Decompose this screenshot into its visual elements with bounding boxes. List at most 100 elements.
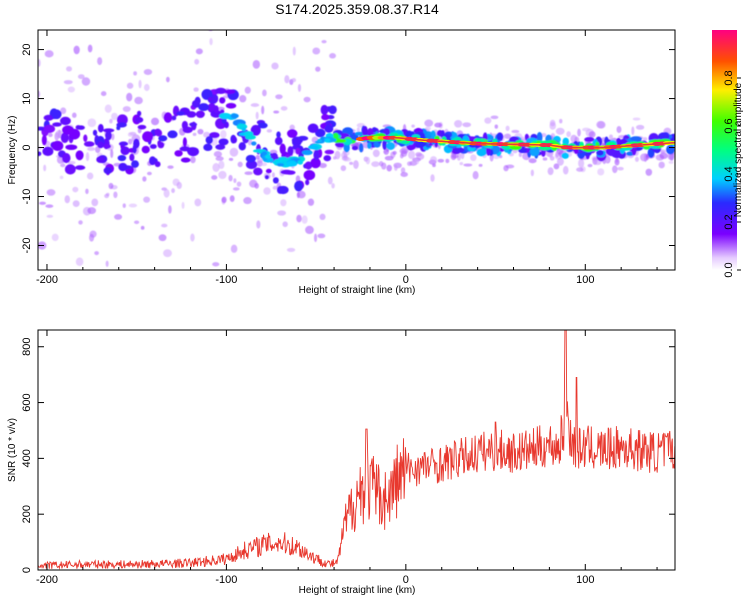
spectrogram-cell bbox=[358, 143, 364, 153]
spectrogram-cell bbox=[541, 148, 546, 157]
spectrogram-speckle bbox=[528, 158, 537, 164]
spectrogram-cell bbox=[324, 149, 335, 155]
spectrogram-speckle bbox=[271, 172, 275, 178]
spectrogram-speckle bbox=[64, 195, 71, 204]
x-tick-label: 100 bbox=[576, 574, 594, 586]
spectrogram-cell bbox=[157, 141, 165, 149]
spectrogram-speckle bbox=[142, 176, 147, 182]
snr-x-axis-label: Height of straight line (km) bbox=[299, 585, 416, 596]
spectrogram-cell bbox=[182, 137, 187, 147]
spectrogram-cell bbox=[209, 132, 220, 139]
spectrogram-speckle bbox=[659, 152, 668, 160]
spectrogram-speckle bbox=[407, 161, 413, 167]
spectrogram-cell bbox=[203, 143, 213, 152]
spectrogram-speckle bbox=[319, 213, 326, 221]
spectrogram-x-ticks: -200 -100 0 100 bbox=[36, 30, 658, 286]
spectrogram-speckle bbox=[78, 220, 83, 225]
spectrogram-speckle bbox=[315, 66, 321, 72]
spectrogram-cell bbox=[214, 105, 219, 114]
spectrogram-speckle bbox=[266, 129, 273, 133]
colorbar: 0.0 0.2 0.4 0.6 0.8 Normalized spectral ampl… bbox=[712, 30, 744, 278]
spectrogram-speckle bbox=[668, 160, 674, 164]
spectrogram-speckle bbox=[505, 133, 511, 140]
spectrogram-cell-strong bbox=[245, 134, 256, 140]
spectrogram-cell bbox=[131, 160, 139, 168]
spectrogram-cell bbox=[354, 131, 364, 136]
spectrogram-cell bbox=[257, 122, 268, 129]
spectrogram-cell bbox=[102, 128, 115, 133]
snr-background bbox=[38, 330, 675, 570]
spectrogram-cell bbox=[179, 146, 191, 152]
spectrogram-speckle bbox=[400, 150, 408, 157]
spectrogram-speckle bbox=[372, 149, 380, 158]
spectrogram-speckle bbox=[280, 106, 288, 111]
spectrogram-speckle bbox=[44, 50, 54, 58]
spectrogram-speckle bbox=[194, 58, 200, 65]
spectrogram-speckle bbox=[85, 188, 89, 195]
ridge-line bbox=[387, 137, 675, 149]
spectrogram-cell bbox=[245, 154, 256, 163]
spectrogram-cell bbox=[215, 144, 226, 150]
spectrogram-cell-strong bbox=[332, 132, 339, 140]
spectrogram-speckle bbox=[87, 118, 97, 128]
spectrogram-speckle bbox=[349, 161, 354, 165]
spectrogram-speckle bbox=[72, 186, 79, 193]
spectrogram-speckle bbox=[505, 125, 510, 132]
spectrogram-speckle bbox=[128, 203, 138, 208]
snr-frame bbox=[37, 329, 676, 571]
spectrogram-speckle bbox=[317, 233, 326, 239]
spectrogram-speckle bbox=[81, 77, 91, 86]
y-tick-label: 20 bbox=[21, 43, 33, 55]
spectrogram-cell bbox=[75, 165, 86, 170]
spectrogram-speckle bbox=[470, 154, 477, 162]
spectrogram-speckle bbox=[104, 104, 112, 113]
spectrogram-speckle bbox=[307, 198, 315, 206]
spectrogram-cell bbox=[310, 157, 321, 169]
spectrogram-cell bbox=[129, 153, 135, 162]
spectrogram-speckle bbox=[553, 163, 560, 170]
spectrogram-speckle bbox=[459, 162, 464, 166]
spectrogram-cell-strong bbox=[297, 159, 304, 165]
spectrogram-cell bbox=[253, 167, 263, 176]
spectrogram-speckle bbox=[303, 96, 311, 103]
spectrogram-speckle bbox=[236, 181, 242, 187]
spectrogram-speckle bbox=[318, 162, 327, 169]
spectrogram-speckle bbox=[262, 89, 267, 97]
spectrogram-cell bbox=[120, 146, 130, 156]
spectrogram-cell bbox=[305, 179, 310, 186]
spectrogram-speckle bbox=[282, 221, 288, 228]
spectrogram-cell bbox=[279, 143, 286, 155]
spectrogram-speckle bbox=[72, 200, 80, 207]
colorbar-tick-label: 0.0 bbox=[723, 262, 735, 277]
spectrogram-speckle bbox=[340, 165, 347, 172]
spectrogram-speckle bbox=[46, 189, 56, 196]
spectrogram-speckle bbox=[63, 80, 73, 85]
spectrogram-cell bbox=[154, 161, 161, 168]
spectrogram-cell bbox=[118, 141, 129, 147]
spectrogram-speckle bbox=[472, 171, 479, 180]
spectrogram-speckle bbox=[334, 150, 341, 160]
x-tick-label: 0 bbox=[403, 274, 409, 286]
spectrogram-speckle bbox=[161, 223, 168, 228]
spectrogram-speckle bbox=[272, 185, 278, 190]
spectrogram-cell bbox=[666, 144, 675, 155]
spectrogram-speckle bbox=[244, 171, 253, 175]
spectrogram-cell bbox=[163, 112, 173, 123]
y-tick-label: 0 bbox=[21, 567, 33, 573]
spectrogram-cell bbox=[92, 129, 98, 136]
spectrogram-cell bbox=[136, 110, 142, 117]
spectrogram-cell bbox=[76, 125, 85, 130]
spectrogram-speckle bbox=[616, 125, 622, 134]
spectrogram-speckle bbox=[255, 111, 259, 120]
x-tick-label: -200 bbox=[36, 274, 58, 286]
spectrogram-speckle bbox=[249, 179, 258, 188]
spectrogram-speckle bbox=[122, 203, 126, 208]
spectrogram-speckle bbox=[212, 163, 220, 172]
spectrogram-speckle bbox=[462, 122, 472, 128]
spectrogram-speckle bbox=[77, 74, 85, 80]
spectrogram-cell bbox=[219, 97, 226, 104]
spectrogram-cell bbox=[142, 131, 154, 143]
spectrogram-cell bbox=[64, 164, 76, 175]
spectrogram-speckle bbox=[484, 117, 492, 124]
